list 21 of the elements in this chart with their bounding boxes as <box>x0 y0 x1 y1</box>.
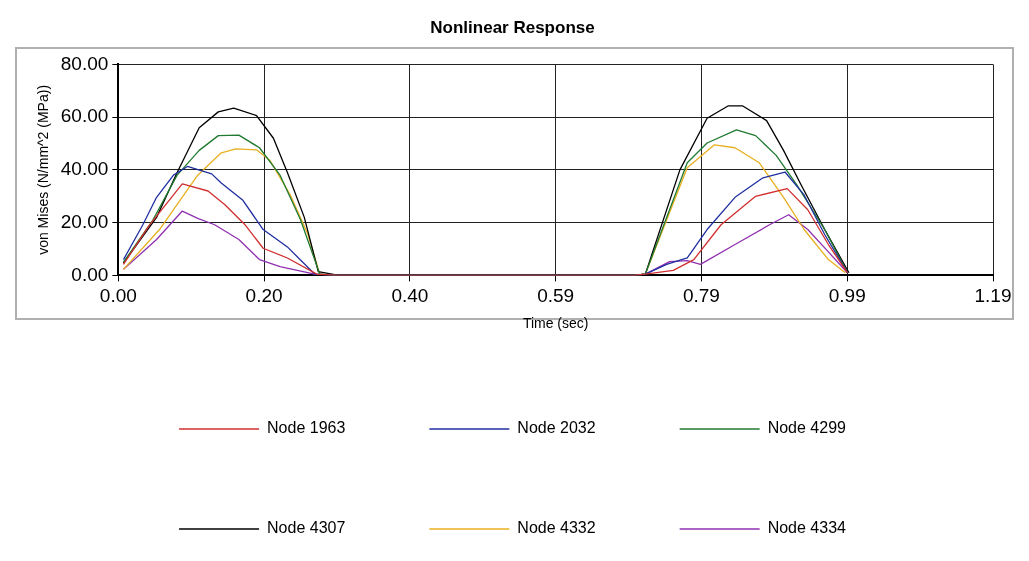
x-tick-label: 0.00 <box>99 285 137 307</box>
legend-label: Node 4299 <box>767 419 847 437</box>
legend-label: Node 4307 <box>267 519 346 537</box>
x-tick-label: 0.59 <box>537 285 575 307</box>
y-tick-label: 80.00 <box>60 52 109 74</box>
legend-label: Node 2032 <box>517 419 596 437</box>
y-tick-label: 0.00 <box>71 263 109 285</box>
chart-title: Nonlinear Response <box>430 17 595 37</box>
y-axis-title: von Mises (N/mm^2 (MPa)) <box>35 84 52 255</box>
x-tick-label: 0.99 <box>828 285 866 307</box>
legend-label: Node 4334 <box>767 519 847 537</box>
x-tick-label: 1.19 <box>974 285 1012 307</box>
y-tick-label: 60.00 <box>60 105 109 127</box>
x-tick-label: 0.20 <box>245 285 283 307</box>
legend-label: Node 4332 <box>517 519 596 537</box>
x-axis-title: Time (sec) <box>522 315 589 332</box>
legend-label: Node 1963 <box>267 419 346 437</box>
y-tick-label: 20.00 <box>60 210 109 232</box>
x-tick-label: 0.40 <box>391 285 429 307</box>
x-tick-label: 0.79 <box>682 285 720 307</box>
y-tick-label: 40.00 <box>60 158 109 180</box>
